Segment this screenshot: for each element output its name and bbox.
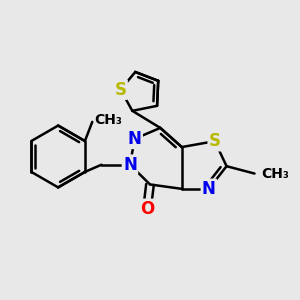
Text: N: N — [202, 180, 216, 198]
Text: CH₃: CH₃ — [261, 167, 289, 181]
Text: S: S — [115, 81, 127, 99]
Text: O: O — [140, 200, 154, 218]
Text: N: N — [123, 156, 137, 174]
Text: S: S — [209, 132, 221, 150]
Text: CH₃: CH₃ — [94, 112, 122, 127]
Text: N: N — [128, 130, 142, 148]
